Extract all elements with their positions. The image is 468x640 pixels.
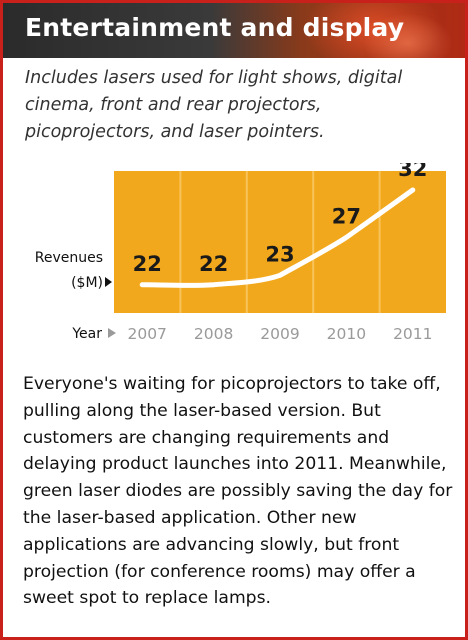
x-tick-label: 2010 (327, 325, 366, 343)
panel-title: Entertainment and display (25, 13, 405, 42)
header-glow-highlight (363, 13, 453, 58)
chart-series (139, 187, 416, 288)
x-tick-label: 2011 (393, 325, 432, 343)
data-label: 27 (332, 204, 361, 228)
x-axis-label: Year (71, 326, 102, 342)
series-line (139, 187, 416, 288)
plot-background (114, 171, 446, 313)
x-tick-label: 2007 (127, 325, 166, 343)
chart-axis: Revenues ($M) Year (35, 250, 116, 342)
body-paragraph: Everyone's waiting for picoprojectors to… (23, 374, 453, 609)
chart-data-labels: 22 22 23 27 32 (133, 163, 428, 276)
x-axis-pointer-icon (108, 328, 116, 338)
header-bar: Entertainment and display (3, 3, 465, 58)
data-label: 32 (398, 163, 427, 181)
panel-subtitle: Includes lasers used for light shows, di… (25, 68, 403, 142)
x-tick-label: 2008 (194, 325, 233, 343)
data-label: 22 (133, 252, 162, 276)
chart-plot-area (114, 171, 446, 313)
data-label: 22 (199, 252, 228, 276)
x-axis-tick-labels: 2007 2008 2009 2010 2011 (127, 325, 432, 343)
chart-gridlines (179, 171, 381, 313)
x-tick-label: 2009 (260, 325, 299, 343)
y-axis-label-line1: Revenues (35, 250, 103, 266)
data-label: 23 (265, 242, 294, 266)
y-axis-pointer-icon (105, 277, 112, 287)
y-axis-label-line2: ($M) (71, 275, 103, 291)
